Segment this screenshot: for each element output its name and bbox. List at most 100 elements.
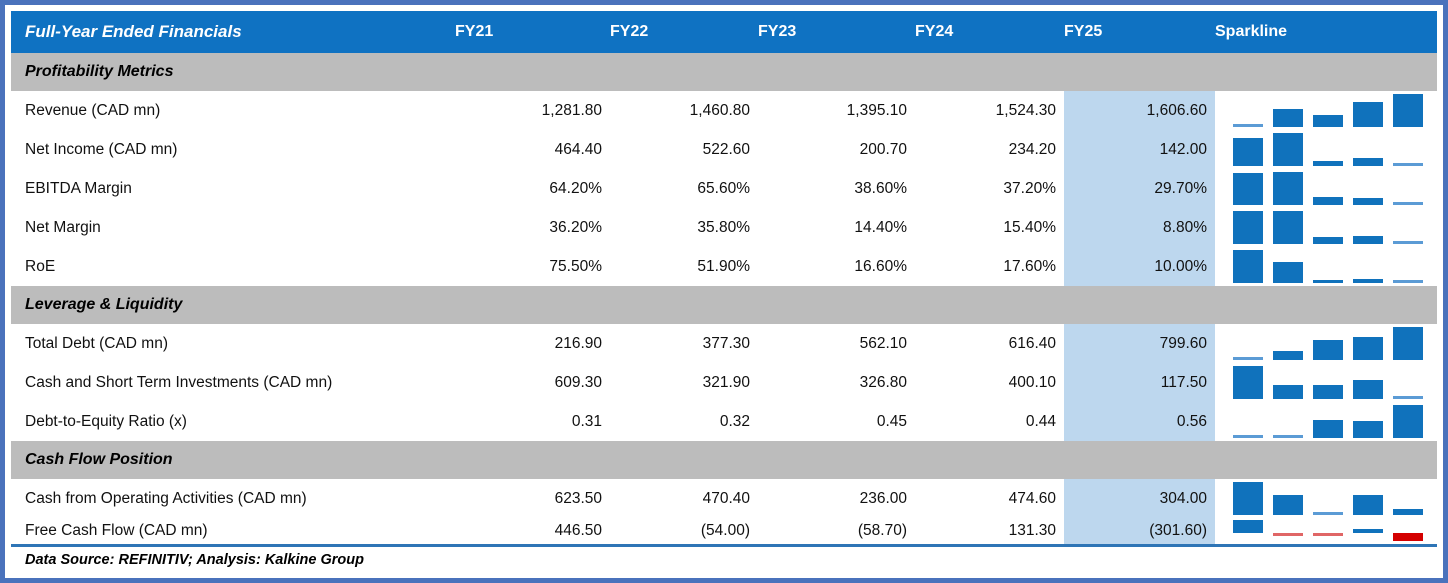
- metric-value-fy22: 35.80%: [697, 218, 750, 236]
- sparkline-slot: [1233, 365, 1263, 399]
- section-header: Profitability Metrics: [11, 53, 1437, 91]
- sparkline-slot: [1273, 210, 1303, 244]
- metric-value-fy24: 0.44: [1025, 412, 1056, 430]
- sparkline-bar: [1233, 124, 1263, 127]
- sparkline: [1233, 404, 1423, 438]
- sparkline-bar: [1313, 197, 1343, 205]
- sparkline-bar: [1233, 173, 1263, 205]
- metric-label: Free Cash Flow (CAD mn): [25, 522, 208, 539]
- metric-value-fy22: 65.60%: [697, 179, 750, 197]
- column-header-fy25: FY25: [1064, 23, 1103, 40]
- table-row: RoE 75.50% 51.90% 16.60% 17.60% 10.00%: [11, 247, 1437, 286]
- sparkline-cell: [1215, 247, 1437, 286]
- sparkline-bar: [1353, 528, 1383, 533]
- sparkline-bar: [1393, 405, 1423, 438]
- metric-value-fy25: (301.60): [1064, 518, 1215, 544]
- sparkline-bar: [1393, 396, 1423, 399]
- sparkline-cell: [1215, 208, 1437, 247]
- metric-value-fy25: 1,606.60: [1064, 91, 1215, 130]
- sparkline-cell: [1215, 363, 1437, 402]
- section-row: Profitability Metrics: [11, 53, 1437, 91]
- section-header: Cash Flow Position: [11, 441, 1437, 479]
- sparkline-slot: [1313, 481, 1343, 515]
- table-row: Total Debt (CAD mn) 216.90 377.30 562.10 616…: [11, 324, 1437, 363]
- metric-value-fy22: (54.00): [700, 522, 750, 539]
- metric-value-fy24: 131.30: [1008, 522, 1056, 539]
- sparkline-slot: [1393, 249, 1423, 283]
- sparkline-bar: [1273, 172, 1303, 205]
- metric-value-fy22: 377.30: [702, 334, 750, 352]
- sparkline: [1233, 365, 1423, 399]
- metric-value-fy22: 321.90: [702, 373, 750, 391]
- metric-value-fy24: 17.60%: [1003, 257, 1056, 275]
- sparkline-bar: [1233, 520, 1263, 533]
- sparkline-bar: [1233, 250, 1263, 283]
- sparkline: [1233, 520, 1423, 541]
- metric-label: EBITDA Margin: [25, 179, 132, 197]
- column-header-sparkline: Sparkline: [1215, 23, 1288, 40]
- source-note: Data Source: REFINITIV; Analysis: Kalkin…: [25, 551, 364, 568]
- sparkline-slot: [1273, 249, 1303, 283]
- metric-value-fy23: 326.80: [859, 373, 907, 391]
- table-row: Debt-to-Equity Ratio (x) 0.31 0.32 0.45 0.44…: [11, 402, 1437, 441]
- metric-value-fy23: 236.00: [859, 489, 907, 507]
- sparkline-slot: [1353, 365, 1383, 399]
- metric-value-fy25: 8.80%: [1064, 208, 1215, 247]
- sparkline-bar: [1393, 280, 1423, 283]
- metric-label: Net Income (CAD mn): [25, 140, 178, 158]
- metric-value-fy23: 16.60%: [854, 257, 907, 275]
- column-header-fy24: FY24: [915, 23, 954, 40]
- metric-value-fy23: (58.70): [857, 522, 907, 539]
- sparkline-bar: [1353, 337, 1383, 360]
- sparkline-cell: [1215, 479, 1437, 518]
- metric-value-fy21: 464.40: [554, 140, 602, 158]
- sparkline-slot: [1313, 171, 1343, 205]
- sparkline-slot: [1233, 404, 1263, 438]
- column-header-fy23: FY23: [758, 23, 797, 40]
- metric-value-fy21: 36.20%: [549, 218, 602, 236]
- sparkline-slot: [1313, 326, 1343, 360]
- sparkline-slot: [1233, 132, 1263, 166]
- sparkline-slot: [1393, 171, 1423, 205]
- sparkline-slot: [1313, 520, 1343, 541]
- sparkline-bar: [1273, 435, 1303, 438]
- sparkline-slot: [1353, 93, 1383, 127]
- metric-label: Total Debt (CAD mn): [25, 334, 168, 352]
- sparkline-slot: [1393, 210, 1423, 244]
- sparkline-bar: [1313, 237, 1343, 244]
- table-row: Revenue (CAD mn) 1,281.80 1,460.80 1,395.10…: [11, 91, 1437, 130]
- sparkline-bar: [1313, 280, 1343, 283]
- metric-value-fy21: 216.90: [554, 334, 602, 352]
- sparkline-bar: [1233, 435, 1263, 438]
- metric-value-fy21: 0.31: [571, 412, 602, 430]
- sparkline-slot: [1233, 520, 1263, 541]
- sparkline-bar: [1273, 495, 1303, 515]
- sparkline-slot: [1273, 481, 1303, 515]
- sparkline-bar: [1273, 211, 1303, 244]
- sparkline-cell: [1215, 402, 1437, 441]
- sparkline-bar: [1393, 163, 1423, 166]
- section-row: Cash Flow Position: [11, 441, 1437, 479]
- sparkline-bar: [1273, 385, 1303, 399]
- sparkline-cell: [1215, 169, 1437, 208]
- table-row: Cash from Operating Activities (CAD mn) 6…: [11, 479, 1437, 518]
- metric-value-fy21: 446.50: [554, 522, 602, 539]
- sparkline-cell: [1215, 518, 1437, 544]
- section-row: Leverage & Liquidity: [11, 286, 1437, 324]
- sparkline-slot: [1353, 171, 1383, 205]
- table-row: Cash and Short Term Investments (CAD mn)…: [11, 363, 1437, 402]
- sparkline-slot: [1233, 93, 1263, 127]
- sparkline-bar: [1393, 509, 1423, 515]
- metric-value-fy24: 400.10: [1008, 373, 1056, 391]
- sparkline-bar: [1233, 138, 1263, 166]
- sparkline: [1233, 249, 1423, 283]
- table-row: Free Cash Flow (CAD mn) 446.50 (54.00) (58.…: [11, 518, 1437, 544]
- sparkline-slot: [1313, 404, 1343, 438]
- metric-value-fy23: 200.70: [859, 140, 907, 158]
- sparkline-slot: [1393, 326, 1423, 360]
- metric-label: Debt-to-Equity Ratio (x): [25, 412, 187, 430]
- metric-value-fy25: 799.60: [1064, 324, 1215, 363]
- sparkline-bar: [1353, 279, 1383, 283]
- sparkline-cell: [1215, 130, 1437, 169]
- table-title: Full-Year Ended Financials: [25, 22, 242, 41]
